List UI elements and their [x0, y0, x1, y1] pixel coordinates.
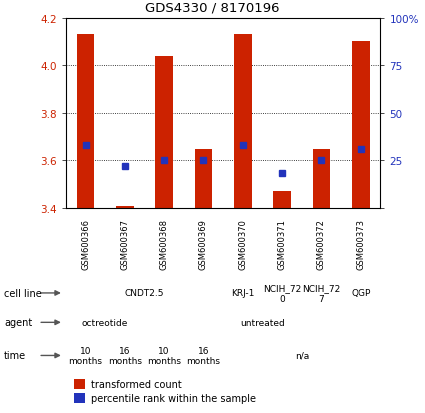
Text: GSM600370: GSM600370 — [238, 218, 247, 269]
Bar — [352, 43, 370, 209]
Bar — [155, 57, 173, 209]
Text: GSM600371: GSM600371 — [278, 218, 286, 269]
Bar — [234, 35, 252, 209]
Text: n/a: n/a — [295, 351, 309, 360]
Text: percentile rank within the sample: percentile rank within the sample — [91, 393, 256, 403]
Text: 10
months: 10 months — [68, 346, 102, 365]
Text: GDS4330 / 8170196: GDS4330 / 8170196 — [145, 2, 280, 14]
Text: GSM600366: GSM600366 — [81, 218, 90, 269]
Text: NCIH_72
0: NCIH_72 0 — [263, 284, 301, 303]
Text: agent: agent — [4, 318, 32, 328]
Bar — [312, 149, 330, 209]
Text: GSM600373: GSM600373 — [356, 218, 365, 269]
Text: GSM600372: GSM600372 — [317, 218, 326, 269]
Text: untreated: untreated — [240, 318, 285, 327]
Text: time: time — [4, 351, 26, 361]
Text: 16
months: 16 months — [108, 346, 142, 365]
Text: GSM600367: GSM600367 — [120, 218, 129, 269]
Text: GSM600368: GSM600368 — [160, 218, 169, 269]
Text: cell line: cell line — [4, 288, 42, 298]
Bar — [273, 192, 291, 209]
Text: octreotide: octreotide — [82, 318, 128, 327]
Bar — [116, 206, 134, 209]
Bar — [195, 149, 212, 209]
Text: GSM600369: GSM600369 — [199, 218, 208, 269]
FancyBboxPatch shape — [74, 379, 85, 389]
FancyBboxPatch shape — [74, 393, 85, 403]
Text: QGP: QGP — [351, 289, 371, 298]
Text: 10
months: 10 months — [147, 346, 181, 365]
Text: KRJ-1: KRJ-1 — [231, 289, 255, 298]
Text: CNDT2.5: CNDT2.5 — [125, 289, 164, 298]
Text: NCIH_72
7: NCIH_72 7 — [302, 284, 340, 303]
Text: transformed count: transformed count — [91, 379, 182, 389]
Bar — [76, 35, 94, 209]
Text: 16
months: 16 months — [187, 346, 221, 365]
